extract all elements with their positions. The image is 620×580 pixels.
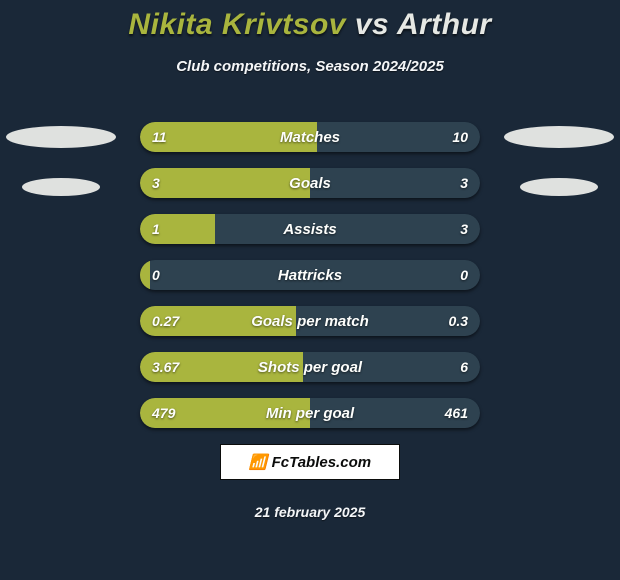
title-vs: vs (355, 8, 389, 41)
subtitle: Club competitions, Season 2024/2025 (0, 58, 620, 75)
player1-oval-small (22, 178, 100, 196)
logo-text: FcTables.com (272, 454, 371, 471)
stat-row: 3.67Shots per goal6 (140, 352, 480, 382)
bar-left-fill (140, 352, 303, 382)
logo-icon: 📶 (249, 453, 268, 471)
stat-row: 0Hattricks0 (140, 260, 480, 290)
stat-row: 1Assists3 (140, 214, 480, 244)
bar-right-fill (140, 260, 480, 290)
stat-row: 0.27Goals per match0.3 (140, 306, 480, 336)
bar-left-fill (140, 260, 150, 290)
bar-left-fill (140, 214, 215, 244)
stat-row: 479Min per goal461 (140, 398, 480, 428)
bar-left-fill (140, 122, 317, 152)
stat-row: 3Goals3 (140, 168, 480, 198)
bar-left-fill (140, 168, 310, 198)
player1-oval-big (6, 126, 116, 148)
date-text: 21 february 2025 (0, 504, 620, 520)
logo-box[interactable]: 📶 FcTables.com (220, 444, 400, 480)
title-player2: Arthur (397, 8, 492, 41)
player2-oval-big (504, 126, 614, 148)
title-wrap: Nikita Krivtsov vs Arthur (0, 0, 620, 42)
bar-left-fill (140, 398, 310, 428)
stat-row: 11Matches10 (140, 122, 480, 152)
page-title: Nikita Krivtsov vs Arthur (0, 8, 620, 42)
player2-oval-small (520, 178, 598, 196)
bar-left-fill (140, 306, 296, 336)
title-player1: Nikita Krivtsov (128, 8, 346, 41)
stats-container: 11Matches10 3Goals3 1Assists3 0Hattricks0 0.… (140, 122, 480, 444)
